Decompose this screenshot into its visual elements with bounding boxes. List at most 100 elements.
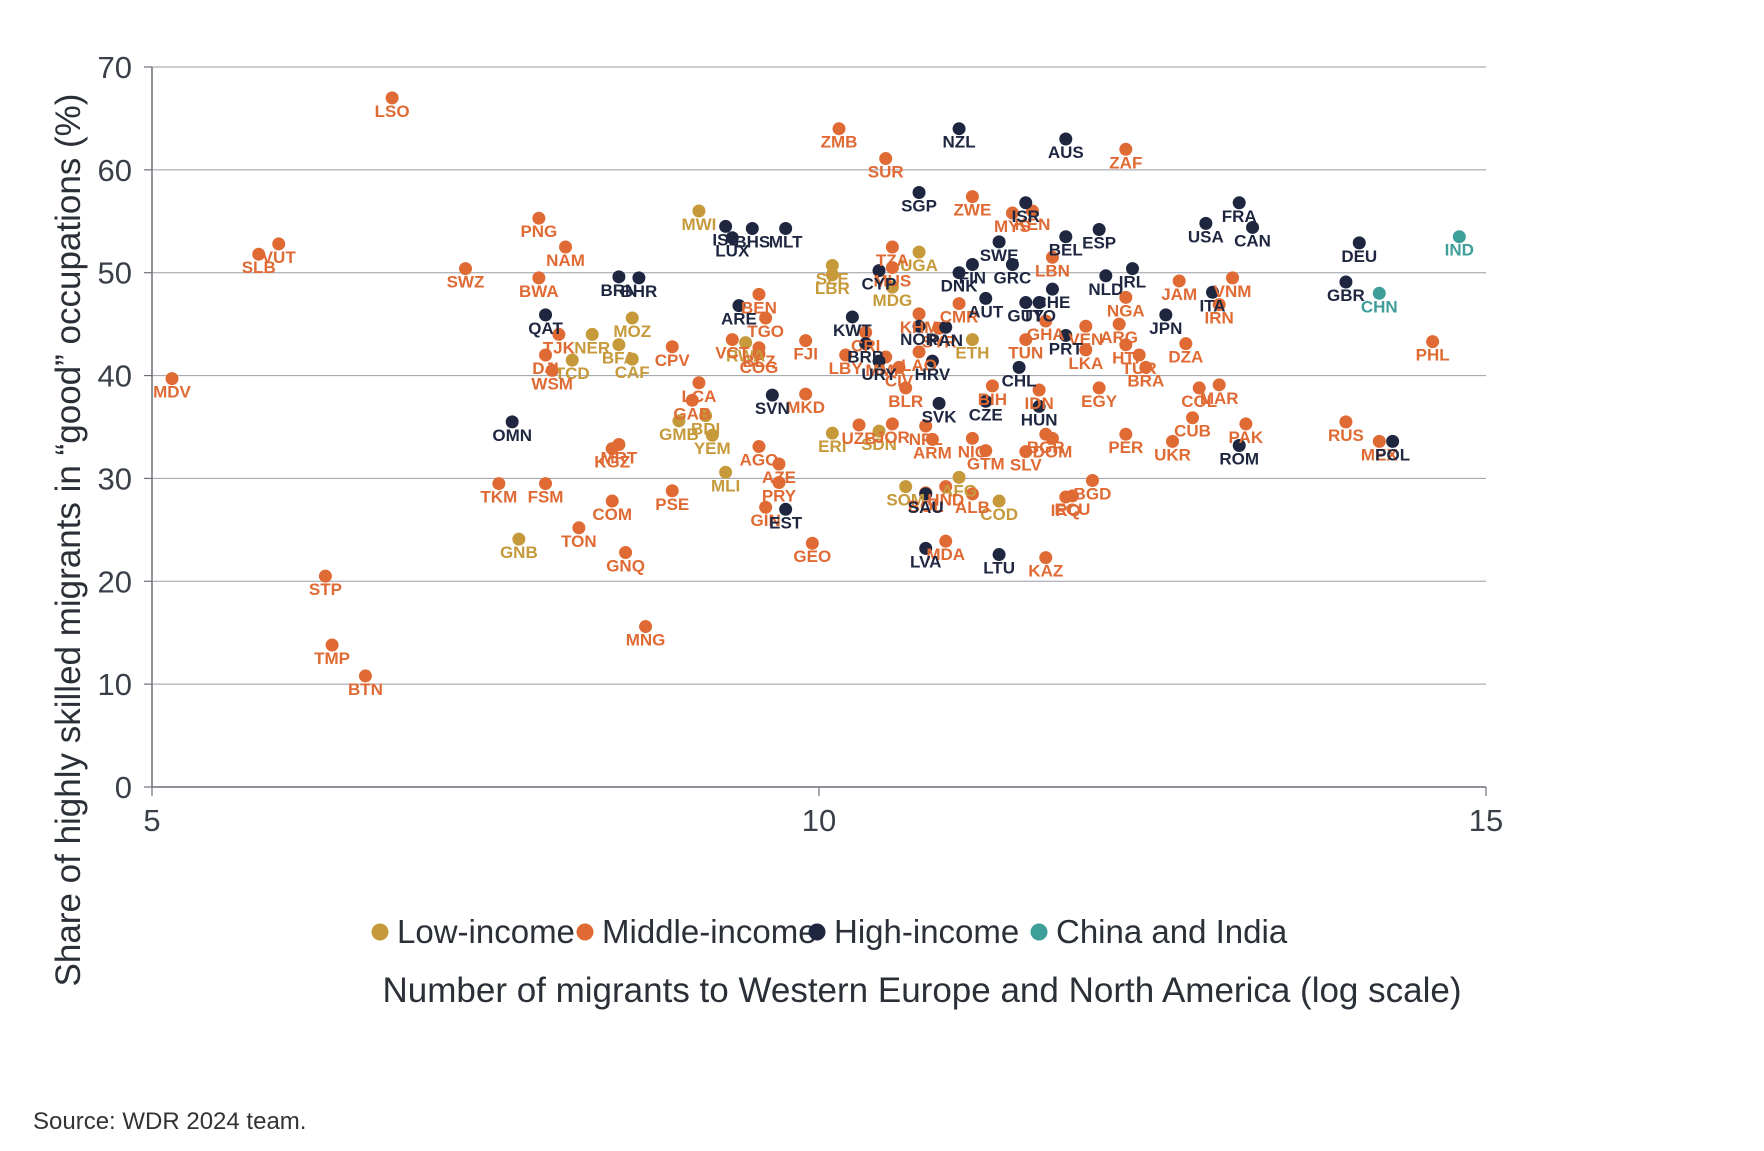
label-nld: NLD — [1088, 280, 1123, 299]
point-brn — [612, 270, 626, 284]
label-nam: NAM — [546, 251, 585, 270]
point-ben — [752, 287, 766, 301]
label-hun: HUN — [1021, 410, 1058, 429]
label-che: CHE — [1034, 293, 1070, 312]
tick-label-y-60: 60 — [98, 153, 132, 188]
label-pry: PRY — [762, 487, 797, 506]
label-gbr: GBR — [1327, 286, 1365, 305]
label-bhr: BHR — [620, 282, 657, 301]
point-lby — [839, 348, 853, 362]
point-jpn — [1159, 308, 1173, 322]
point-lao — [912, 345, 926, 359]
label-hnd: HND — [927, 491, 964, 510]
label-swz: SWZ — [447, 273, 485, 292]
label-brb: BRB — [847, 348, 884, 367]
point-guy — [1019, 296, 1033, 310]
point-ury — [872, 354, 886, 368]
label-kaz: KAZ — [1028, 562, 1063, 581]
point-aut — [979, 291, 993, 305]
label-tcd: TCD — [555, 364, 590, 383]
label-ltu: LTU — [983, 559, 1015, 578]
point-ton — [572, 521, 586, 535]
label-tun: TUN — [1008, 344, 1043, 363]
point-npl — [919, 419, 933, 433]
label-ago: AGO — [740, 451, 779, 470]
point-svk — [932, 396, 946, 410]
label-moz: MOZ — [613, 322, 651, 341]
point-eri — [825, 426, 839, 440]
point-mlt — [779, 221, 793, 235]
point-can — [1246, 220, 1260, 234]
label-ven: VEN — [1068, 330, 1103, 349]
label-svk: SVK — [922, 407, 958, 426]
label-rwa: RWA — [726, 347, 765, 366]
point-tto — [1032, 296, 1046, 310]
point-gin — [759, 500, 773, 514]
label-idn: IDN — [1024, 394, 1053, 413]
label-cpv: CPV — [655, 351, 691, 370]
label-vnm: VNM — [1214, 282, 1252, 301]
point-dza — [1179, 337, 1193, 351]
tick-label-y-70: 70 — [98, 50, 132, 85]
data-points — [165, 91, 1466, 683]
label-sgp: SGP — [901, 196, 937, 215]
point-rus — [1339, 415, 1353, 429]
label-gmb: GMB — [659, 425, 699, 444]
label-jam: JAM — [1161, 285, 1197, 304]
label-grc: GRC — [994, 268, 1032, 287]
label-lao: LAO — [901, 356, 937, 375]
legend-marker-0 — [371, 923, 389, 941]
label-cog: COG — [740, 358, 779, 377]
legend: Low-income Middle-income High-income China … — [371, 913, 1288, 950]
label-jor: JOR — [875, 428, 910, 447]
label-blz: BLZ — [742, 352, 775, 371]
label-png: PNG — [520, 222, 557, 241]
label-chn: CHN — [1361, 297, 1398, 316]
point-are — [732, 299, 746, 313]
label-bgd: BGD — [1074, 484, 1112, 503]
point-mkd — [799, 387, 813, 401]
label-bhs: BHS — [734, 232, 770, 251]
label-usa: USA — [1188, 227, 1224, 246]
label-com: COM — [592, 505, 632, 524]
label-gin: GIN — [751, 511, 781, 530]
point-lca — [692, 376, 706, 390]
label-dji: DJI — [532, 359, 558, 378]
point-uga — [912, 245, 926, 259]
label-eri: ERI — [818, 437, 846, 456]
label-gnb: GNB — [500, 543, 538, 562]
point-sle — [825, 259, 839, 273]
label-egy: EGY — [1081, 392, 1118, 411]
point-com — [605, 494, 619, 508]
label-ner: NER — [574, 338, 610, 357]
point-bdi — [699, 409, 713, 423]
point-blr — [899, 381, 913, 395]
point-zmb — [832, 122, 846, 136]
label-khm: KHM — [900, 318, 939, 337]
label-irl: IRL — [1119, 273, 1146, 292]
point-cri — [859, 325, 873, 339]
point-arg — [1112, 317, 1126, 331]
label-slb: SLB — [242, 258, 276, 277]
point-pry — [772, 476, 786, 490]
label-mmr: MMR — [865, 361, 906, 380]
label-npl: NPL — [909, 430, 943, 449]
point-col — [1192, 381, 1206, 395]
point-stp — [318, 569, 332, 583]
label-lso: LSO — [375, 102, 410, 121]
label-fin: FIN — [959, 268, 986, 287]
label-mdg: MDG — [873, 291, 913, 310]
label-hti: HTI — [1112, 349, 1139, 368]
point-dji — [539, 348, 553, 362]
point-lbr — [825, 268, 839, 282]
point-ven — [1079, 319, 1093, 333]
point-ner — [585, 327, 599, 341]
point-bwa — [532, 271, 546, 285]
label-bih: BIH — [978, 390, 1007, 409]
tick-label-y-30: 30 — [98, 461, 132, 496]
label-ton: TON — [561, 532, 597, 551]
label-geo: GEO — [793, 547, 831, 566]
label-swe: SWE — [980, 246, 1019, 265]
label-rom: ROM — [1219, 450, 1259, 469]
point-irl — [1125, 262, 1139, 276]
